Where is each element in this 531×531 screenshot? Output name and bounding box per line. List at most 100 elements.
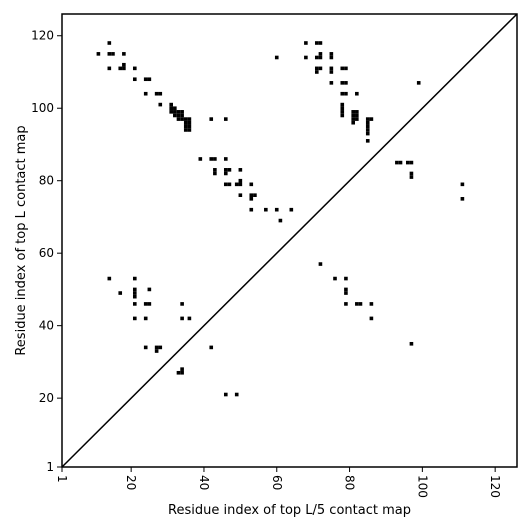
contact-point-lower [333, 276, 337, 281]
contact-point-lower [147, 287, 152, 292]
diagonal-line [61, 13, 518, 468]
contact-point-lower [223, 392, 228, 397]
contact-point-upper [409, 175, 414, 179]
contact-point-lower [132, 316, 137, 321]
contact-point-upper [213, 168, 217, 172]
contact-point-upper [96, 52, 101, 56]
contact-point-lower [154, 345, 159, 350]
contact-point-upper [405, 160, 410, 165]
contact-point-upper [213, 171, 217, 176]
plot-frame [61, 13, 518, 468]
contact-point-upper [122, 66, 126, 71]
contact-point-upper [278, 218, 283, 223]
contact-point-lower [369, 316, 374, 321]
contact-point-upper [365, 124, 370, 129]
contact-point-upper [223, 182, 228, 187]
y-tick-label: 40 [39, 319, 54, 333]
contact-point-upper [318, 41, 323, 45]
contact-point-lower [358, 302, 363, 306]
contact-point-upper [111, 52, 115, 56]
contact-point-upper [314, 55, 319, 60]
contact-point-lower [180, 302, 184, 306]
contact-point-upper [176, 117, 181, 121]
contact-point-lower [180, 316, 184, 321]
contact-point-lower [154, 349, 159, 353]
contact-point-upper [398, 160, 403, 165]
contact-point-upper [304, 55, 308, 60]
contact-point-upper [395, 160, 399, 165]
contact-point-upper [365, 131, 370, 136]
y-tick-label: 1 [46, 460, 54, 474]
contact-point-upper [107, 41, 112, 45]
contact-point-upper [238, 182, 243, 187]
contact-point-upper [274, 55, 279, 60]
contact-point-upper [238, 168, 243, 172]
contact-point-upper [340, 113, 345, 118]
contact-point-upper [183, 117, 188, 121]
contact-point-lower [187, 316, 192, 321]
contact-point-upper [340, 102, 345, 107]
y-tick-label: 60 [39, 246, 54, 260]
contact-point-upper [223, 171, 228, 176]
contact-point-upper [173, 106, 177, 111]
contact-point-upper [198, 157, 203, 161]
contact-point-upper [365, 128, 370, 132]
contact-point-upper [460, 197, 465, 201]
contact-point-lower [318, 262, 323, 266]
contact-point-upper [344, 81, 348, 85]
contact-point-lower [158, 345, 163, 350]
contact-point-lower [132, 287, 137, 292]
contact-point-upper [329, 52, 334, 56]
contact-point-upper [355, 91, 359, 96]
contact-point-upper [344, 66, 348, 71]
contact-point-upper [249, 193, 254, 197]
contact-point-lower [118, 291, 123, 295]
contact-point-upper [223, 168, 228, 172]
x-tick-label: 1 [55, 475, 69, 483]
contact-point-upper [143, 77, 148, 82]
contact-point-upper [183, 124, 188, 129]
contact-point-upper [227, 168, 232, 172]
contact-point-upper [176, 110, 181, 114]
contact-point-upper [340, 91, 345, 96]
contact-point-upper [249, 197, 254, 201]
contact-point-upper [107, 52, 112, 56]
contact-point-upper [209, 157, 214, 161]
contact-point-upper [213, 157, 217, 161]
contact-point-upper [147, 77, 152, 82]
contact-point-upper [154, 91, 159, 96]
contact-point-upper [351, 120, 355, 125]
contact-point-upper [169, 110, 173, 114]
contact-point-upper [318, 55, 323, 60]
y-axis-title: Residue index of top L contact map [14, 125, 29, 355]
contact-point-upper [355, 113, 359, 118]
contact-point-lower [180, 367, 184, 371]
contact-point-upper [351, 117, 355, 121]
contact-point-upper [314, 41, 319, 45]
contact-point-upper [369, 117, 374, 121]
contact-point-upper [289, 207, 294, 212]
contact-point-lower [132, 276, 137, 281]
contact-point-upper [264, 207, 268, 212]
contact-point-lower [143, 345, 148, 350]
y-tick-label: 80 [39, 174, 54, 188]
contact-point-lower [132, 294, 137, 299]
contact-point-upper [340, 66, 345, 71]
contact-point-upper [132, 66, 137, 71]
contact-point-upper [351, 110, 355, 114]
contact-point-upper [183, 120, 188, 125]
contact-point-upper [209, 117, 214, 121]
contact-point-upper [340, 106, 345, 111]
contact-point-lower [409, 341, 414, 346]
contact-point-lower [132, 302, 137, 306]
contact-point-upper [238, 193, 243, 197]
contact-point-upper [365, 120, 370, 125]
contact-point-upper [274, 207, 279, 212]
contact-point-upper [355, 117, 359, 121]
contact-point-lower [143, 316, 148, 321]
x-axis-title: Residue index of top L/5 contact map [168, 503, 411, 518]
contact-point-upper [173, 113, 177, 118]
contact-point-upper [329, 66, 334, 71]
contact-point-upper [187, 128, 192, 132]
contact-point-upper [143, 91, 148, 96]
